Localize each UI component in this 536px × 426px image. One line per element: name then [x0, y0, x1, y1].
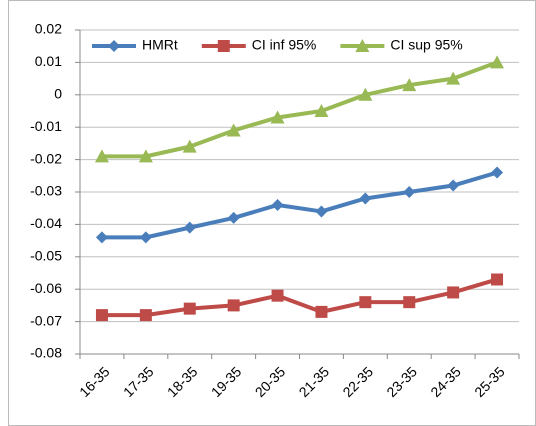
legend-label: HMRt [142, 37, 178, 53]
y-tick-label: -0.08 [30, 345, 62, 361]
series-line [101, 170, 498, 240]
marker [402, 78, 417, 92]
x-tick-label: 18-35 [164, 363, 201, 400]
x-tick-label: 22-35 [339, 363, 376, 400]
marker [490, 55, 505, 69]
y-tick-label: -0.03 [30, 183, 62, 199]
x-tick-label: 19-35 [208, 363, 245, 400]
y-tick-label: 0.01 [35, 53, 62, 69]
chart-border [8, 0, 536, 426]
marker [271, 198, 284, 211]
marker [355, 39, 370, 52]
marker [359, 296, 372, 309]
legend-label: CI inf 95% [252, 37, 317, 53]
marker [138, 149, 153, 163]
marker [183, 302, 196, 315]
marker [95, 231, 108, 244]
x-tick-label: 24-35 [427, 363, 464, 400]
x-tick-label: 16-35 [76, 363, 113, 400]
x-tick-label: 25-35 [471, 363, 508, 400]
series-line [101, 277, 498, 318]
marker [270, 110, 285, 124]
marker [182, 139, 197, 153]
y-tick-label: -0.02 [30, 150, 62, 166]
y-tick-label: -0.06 [30, 280, 62, 296]
y-tick-label: -0.01 [30, 118, 62, 134]
marker [447, 286, 460, 299]
marker [403, 186, 416, 198]
marker [314, 104, 329, 117]
marker [139, 231, 152, 244]
marker [139, 309, 152, 322]
marker [491, 273, 504, 286]
marker [183, 221, 196, 234]
y-tick-label: 0 [54, 86, 62, 102]
marker [227, 299, 240, 312]
marker [227, 211, 240, 224]
marker [315, 205, 328, 218]
legend-label: CI sup 95% [390, 37, 462, 53]
y-tick-label: 0.02 [35, 21, 62, 37]
marker [271, 289, 284, 302]
marker [217, 40, 230, 52]
x-tick-label: 20-35 [252, 363, 289, 400]
y-tick-label: -0.04 [30, 215, 62, 231]
y-tick-label: -0.05 [30, 248, 62, 264]
legend: HMRt CI inf 95% CI sup 95% [92, 37, 463, 53]
marker [108, 40, 120, 52]
x-tick-label: 21-35 [296, 363, 333, 400]
marker [491, 166, 504, 179]
x-tick-label: 23-35 [383, 363, 420, 400]
marker [447, 179, 460, 192]
marker [446, 71, 461, 85]
marker [358, 87, 373, 101]
marker [359, 192, 372, 205]
marker [403, 296, 416, 309]
marker [95, 309, 108, 322]
x-tick-label: 17-35 [120, 363, 157, 400]
y-tick-label: -0.07 [30, 312, 62, 328]
marker [94, 149, 109, 163]
marker [226, 123, 241, 137]
marker [315, 305, 328, 318]
series-line [101, 60, 498, 159]
